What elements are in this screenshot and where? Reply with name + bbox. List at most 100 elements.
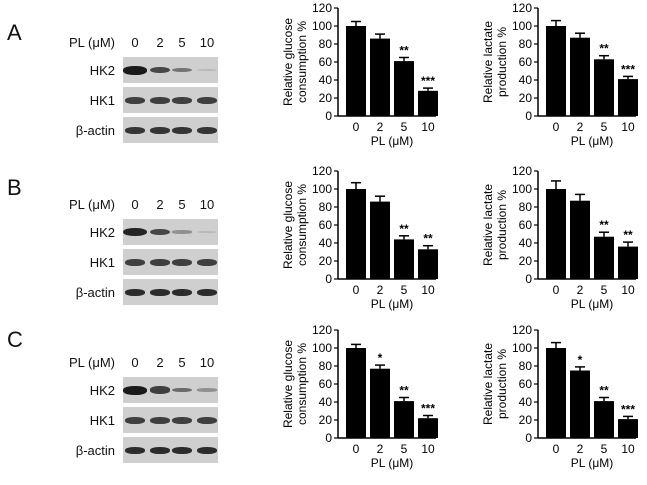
significance-marker: ** [423,232,433,246]
lane-label: 2 [156,197,164,212]
y-axis-label: Relative glucoseconsumption % [281,340,309,428]
blot-band [123,227,147,237]
y-tick-label: 20 [519,254,533,268]
bar [546,189,566,279]
lane-label: 2 [156,355,164,370]
lane-label: 0 [131,355,139,370]
lane-label: 5 [178,35,186,50]
blot-strip-actin [123,279,218,305]
blot-row-label: HK2 [89,225,115,240]
blot-band [150,258,170,266]
significance-marker: ** [599,384,609,398]
bar [418,90,438,116]
lane-label: 0 [131,35,139,50]
significance-marker: ** [623,228,633,242]
bar [570,37,590,117]
y-tick-label: 100 [512,341,532,355]
bar [394,401,414,438]
x-tick-label: 5 [401,120,408,134]
blot-row-label: β-actin [75,443,115,458]
blot-band [172,230,192,234]
x-tick-label: 2 [577,283,584,297]
bar [570,200,590,279]
significance-marker: ** [399,222,409,236]
blot-band [172,387,192,393]
western-blot-c: PL (μM) 0 2 5 10 HK2 HK1 β-actin [0,355,230,465]
y-tick-label: 60 [519,218,533,232]
western-blot-a: PL (μM) 0 2 5 10 HK2 HK1 β-actin [0,35,230,145]
significance-marker: *** [621,402,635,416]
x-tick-label: 0 [553,283,560,297]
blot-strip-hk1 [123,87,218,113]
bar-chart-a-glucose: Relative glucoseconsumption %02040608010… [281,1,438,148]
y-tick-label: 100 [312,182,332,196]
y-tick-label: 40 [319,236,333,250]
blot-band [150,386,170,394]
y-tick-label: 80 [519,359,533,373]
y-tick-label: 120 [512,323,532,337]
x-tick-label: 2 [577,120,584,134]
bar [346,348,366,438]
y-tick-label: 0 [325,431,332,445]
y-tick-label: 0 [325,272,332,286]
bar [370,368,390,438]
y-tick-label: 100 [512,19,532,33]
x-tick-label: 2 [377,283,384,297]
y-axis-label: Relative glucoseconsumption % [281,18,309,106]
significance-marker: ** [599,42,609,56]
blot-band [197,388,217,392]
blot-band [125,416,145,424]
blot-row-label: HK1 [89,413,115,428]
blot-band [123,385,147,395]
y-tick-label: 40 [519,395,533,409]
blot-strip-actin [123,437,218,463]
y-tick-label: 20 [319,413,333,427]
x-tick-label: 10 [621,120,635,134]
y-tick-label: 20 [319,254,333,268]
blot-strip-hk2 [123,377,218,403]
lane-label: 5 [178,355,186,370]
blot-strip-actin [123,117,218,143]
y-tick-label: 120 [512,1,532,15]
blot-band [125,446,145,454]
x-axis-label: PL (μM) [571,456,613,470]
x-axis-label: PL (μM) [371,134,413,148]
blot-band [150,288,170,296]
bar [594,401,614,438]
x-tick-label: 0 [353,120,360,134]
y-tick-label: 80 [519,200,533,214]
y-axis-label: Relative glucoseconsumption % [281,181,309,269]
y-tick-label: 20 [519,91,533,105]
blot-band [197,231,217,233]
lane-label: 5 [178,197,186,212]
blot-row-label: HK2 [89,383,115,398]
blot-band [172,96,192,104]
blot-band [197,69,217,71]
western-blot-b: PL (μM) 0 2 5 10 HK2 HK1 β-actin [0,197,230,307]
bar [594,59,614,116]
blot-band [197,416,217,424]
y-tick-label: 40 [519,73,533,87]
bar [618,419,638,438]
lane-label: 10 [199,35,215,50]
lane-label: 0 [131,197,139,212]
x-tick-label: 10 [421,283,435,297]
blot-band [125,126,145,134]
bar-chart-c-lactate: Relative lactateproduction %020406080100… [481,323,638,470]
y-tick-label: 120 [312,164,332,178]
bar-chart-b-glucose: Relative glucoseconsumption %02040608010… [281,164,438,311]
blot-band [125,258,145,266]
bar [546,348,566,438]
panel-letter-a: A [7,20,22,45]
bar [418,249,438,279]
x-tick-label: 10 [421,442,435,456]
bar-chart-a-lactate: Relative lactateproduction %020406080100… [481,1,638,148]
y-tick-label: 100 [312,19,332,33]
blot-row-label: HK1 [89,93,115,108]
bar [418,418,438,438]
y-tick-label: 80 [519,37,533,51]
x-tick-label: 5 [401,283,408,297]
x-tick-label: 5 [401,442,408,456]
significance-marker: *** [421,74,435,88]
blot-band [172,258,192,266]
